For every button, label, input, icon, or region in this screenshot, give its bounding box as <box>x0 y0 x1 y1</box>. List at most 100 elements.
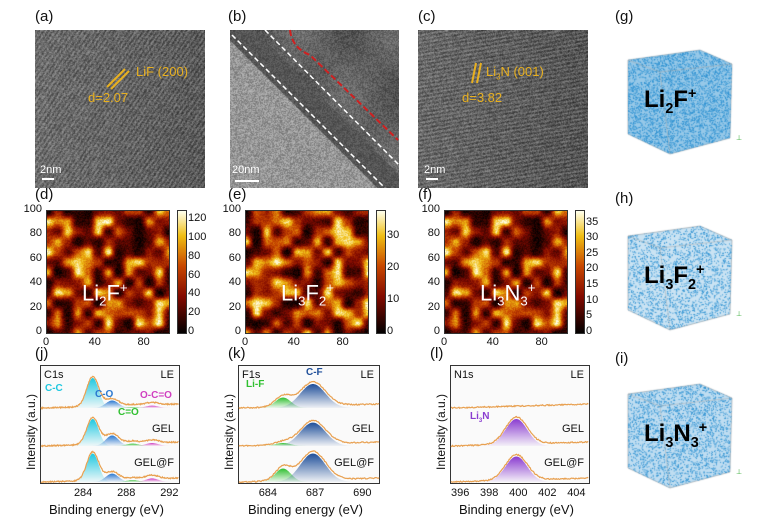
tof-sims-cube-h <box>620 218 738 336</box>
peak-fill-c-f <box>275 453 351 482</box>
lattice-plane-a: LiF (200) <box>136 64 189 79</box>
colorbar-tick-label: 25 <box>586 246 599 259</box>
peak-label: C-F <box>306 367 323 378</box>
x-tick-label: 398 <box>480 487 499 499</box>
y-tick-label: 40 <box>228 276 241 289</box>
peak-label: C-C <box>45 383 63 394</box>
cube-species-label: Li3F2+ <box>644 262 705 293</box>
peak-fill-c-f <box>275 384 351 408</box>
lattice-mark-a <box>106 68 130 90</box>
spectrum-line-gel <box>238 419 380 447</box>
peak-label: C-O <box>95 389 114 400</box>
x-tick-label: 0 <box>440 336 448 348</box>
spectrum-line-le <box>40 375 179 410</box>
scale-bar-a <box>42 178 54 180</box>
colorbar-d <box>177 210 187 334</box>
x-tick-label: 687 <box>305 487 325 499</box>
cube-species-label: Li3N3+ <box>644 420 708 451</box>
peak-fill-c-c <box>74 419 111 446</box>
colorbar-tick-label: 20 <box>387 260 400 273</box>
core-level-label: F1s <box>242 369 261 381</box>
interface-lines-b <box>231 29 400 189</box>
panel-label-l: (l) <box>430 345 444 362</box>
core-level-label: C1s <box>44 369 64 381</box>
x-tick-label: 40 <box>486 336 499 348</box>
colorbar-tick-label: 100 <box>188 231 207 244</box>
y-tick-label: 40 <box>29 276 42 289</box>
heatmap-d <box>46 210 170 334</box>
d-spacing-a: d=2.07 <box>88 90 129 105</box>
peak-fill-c-o <box>92 473 132 482</box>
spectrum-line-gel@f <box>238 450 380 484</box>
spectrum-line-gel@f <box>40 450 179 484</box>
colorbar-tick-label: 30 <box>586 231 599 244</box>
panel-label-g: (g) <box>615 8 634 25</box>
colorbar-tick-label: 10 <box>387 292 400 305</box>
x-tick-label: 80 <box>535 336 548 348</box>
panel-label-f: (f) <box>418 186 433 203</box>
peak-fill-c-c <box>74 378 111 408</box>
spectrum-line-gel <box>450 415 589 448</box>
panel-label-j: (j) <box>35 345 49 362</box>
peak-fill-c-c <box>74 453 111 482</box>
x-tick-label: 684 <box>258 487 278 499</box>
peak-label: O-C=O <box>140 390 172 401</box>
tem-image-b <box>230 30 399 188</box>
tof-sims-cube-g <box>620 42 738 160</box>
y-tick-label: 0 <box>234 325 241 337</box>
d-spacing-c: d=3.82 <box>462 90 503 105</box>
x-tick-label: 690 <box>353 487 372 499</box>
y-axis-label: Intensity (a.u.) <box>222 393 236 470</box>
colorbar-tick-label: 0 <box>188 325 195 337</box>
heatmap-species-label: Li2F+ <box>82 280 128 309</box>
xps-plot-k <box>238 365 380 484</box>
x-tick-label: 288 <box>117 487 136 499</box>
xps-plot-l <box>450 365 590 484</box>
spectrum-line-gel@f <box>450 453 589 484</box>
series-label: GEL <box>561 423 584 435</box>
series-label: GEL <box>151 423 174 435</box>
panel-label-b: (b) <box>228 8 247 25</box>
y-tick-label: 60 <box>427 251 440 264</box>
x-tick-label: 40 <box>88 336 101 348</box>
spectrum-line-gel <box>40 416 179 448</box>
series-label: LE <box>360 369 374 381</box>
y-tick-label: 20 <box>228 300 241 313</box>
colorbar-tick-label: 5 <box>586 309 593 322</box>
panel-label-i: (i) <box>615 350 629 367</box>
x-tick-label: 404 <box>567 487 586 499</box>
scale-label-a: 2nm <box>40 164 62 176</box>
panel-label-h: (h) <box>615 190 634 207</box>
y-tick-label: 0 <box>433 325 440 337</box>
y-tick-label: 40 <box>427 276 440 289</box>
colorbar-tick-label: 15 <box>586 278 599 291</box>
x-tick-label: 402 <box>538 487 557 499</box>
colorbar-tick-label: 30 <box>387 228 400 241</box>
panel-label-c: (c) <box>418 8 436 25</box>
y-tick-label: 60 <box>29 251 42 264</box>
colorbar-tick-label: 10 <box>586 293 599 306</box>
core-level-label: N1s <box>454 369 474 381</box>
colorbar-tick-label: 80 <box>188 249 201 262</box>
series-label: LE <box>160 369 174 381</box>
series-label: LE <box>570 369 584 381</box>
x-tick-label: 400 <box>509 487 528 499</box>
series-label: GEL@F <box>134 457 174 469</box>
peak-fill-o-c=o <box>132 405 172 408</box>
x-tick-label: 40 <box>287 336 300 348</box>
heatmap-e <box>245 210 369 334</box>
panel-label-d: (d) <box>35 186 54 203</box>
colorbar-tick-label: 0 <box>387 325 394 337</box>
peak-fill-li3n <box>483 419 550 446</box>
peak-fill-li3n <box>483 456 550 482</box>
panel-label-a: (a) <box>35 8 54 25</box>
y-tick-label: 20 <box>29 300 42 313</box>
tem-image-a <box>35 30 205 188</box>
series-label: GEL@F <box>544 457 584 469</box>
x-tick-label: 80 <box>137 336 150 348</box>
y-tick-label: 60 <box>228 251 241 264</box>
x-tick-label: 80 <box>336 336 349 348</box>
xps-plot-j <box>40 365 180 484</box>
y-tick-label: 80 <box>427 227 440 240</box>
